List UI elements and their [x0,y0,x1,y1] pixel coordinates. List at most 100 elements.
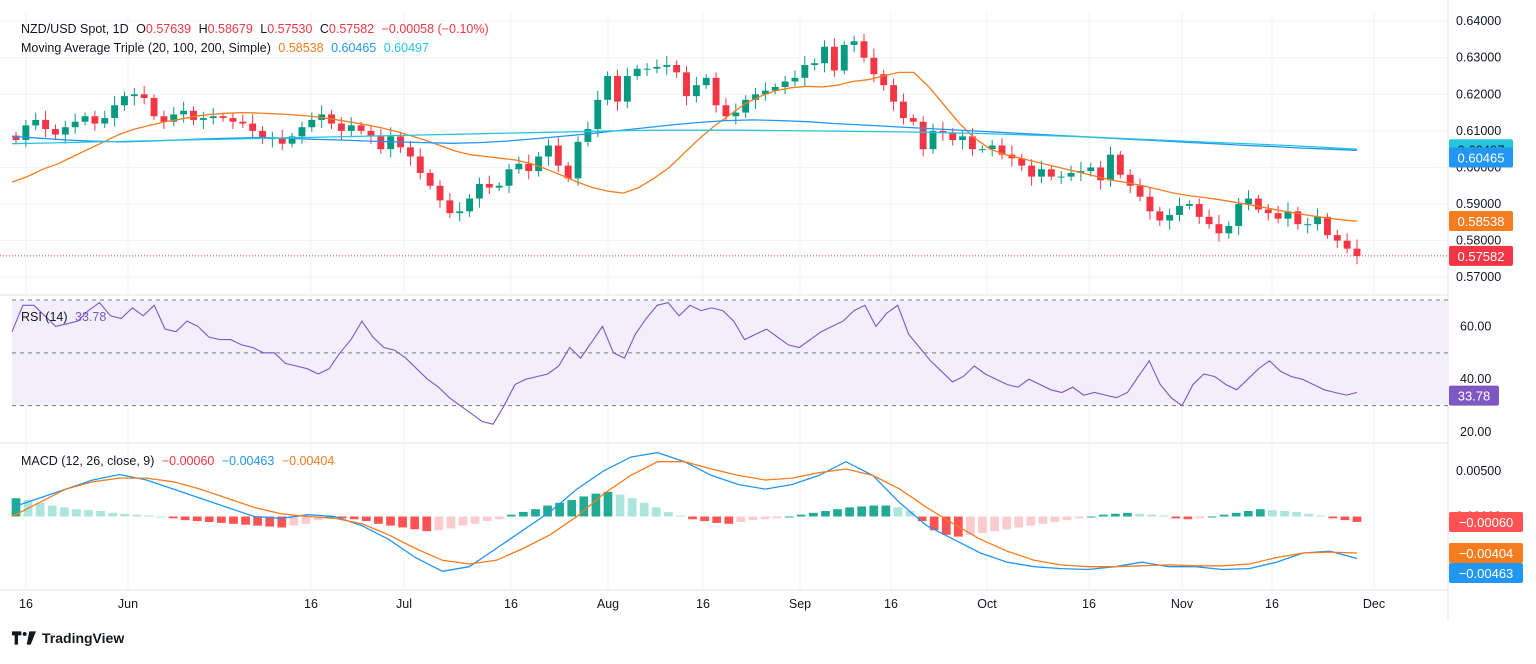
candle-body [298,127,306,137]
candle-body [456,211,464,214]
macd-hist-bar [893,507,903,517]
price-tick-label: 0.59000 [1456,197,1501,211]
macd-signal-value: −0.00404 [281,454,335,468]
macd-hist-bar [458,516,468,526]
macd-hist-bar [1340,516,1350,521]
ma-label[interactable]: Moving Average Triple (20, 100, 200, Sim… [21,41,271,55]
ma100-price-badge [1449,147,1513,168]
candle-body [1294,211,1302,225]
macd-hist-bar [1256,509,1265,517]
macd-hist-bar [96,511,105,517]
candle-body [1274,213,1282,219]
macd-hist-bar [1002,516,1011,530]
candle-body [288,136,296,144]
macd-hist-bar [132,514,142,517]
macd-hist-bar [1086,516,1096,518]
candle-body [1343,240,1351,249]
macd-hist-bar [494,516,504,520]
rsi-tick-label: 40.00 [1460,372,1491,386]
macd-hist-bar [1304,513,1314,517]
macd-hist-bar [1195,516,1205,519]
macd-hist-bar [1159,515,1169,517]
candle-body [160,116,168,122]
macd-hist-bar [180,516,190,521]
candle-body [821,46,828,64]
macd-line-badge [1449,563,1523,584]
macd-hist-bar [108,512,117,517]
candle-body [623,76,631,102]
candle-body [1047,169,1055,177]
macd-hist-bar [325,516,335,518]
macd-hist-bar [506,514,516,517]
macd-pane[interactable] [11,451,1362,572]
symbol-label[interactable]: NZD/USD Spot, 1D [21,22,129,36]
rsi-tick-label: 60.00 [1460,319,1491,333]
macd-hist-bar [1026,516,1036,526]
rsi-label[interactable]: RSI (14) [21,310,68,324]
candle-body [1038,169,1045,177]
macd-hist-bar [434,516,444,531]
time-tick-label: Aug [597,597,619,611]
macd-hist-bar [1207,516,1217,518]
macd-hist-bar [337,516,347,519]
macd-hist-bar [1111,513,1120,517]
macd-line [11,451,1358,572]
macd-hist-bar [1123,512,1132,517]
time-tick-label: Nov [1171,597,1194,611]
macd-hist-badge-text: −0.00060 [1459,515,1514,530]
candle-body [811,63,819,66]
macd-hist-bar [1292,511,1301,517]
candle-body [663,65,671,67]
candle-body [1235,204,1243,226]
high-value: H0.58679 [198,22,253,36]
candle-body [1225,225,1233,234]
time-tick-label: 16 [696,597,710,611]
candle-body [890,85,898,102]
time-tick-label: 16 [504,597,518,611]
macd-hist-bar [676,515,685,517]
time-axis[interactable]: 16 Jun 16 Jul 16 Aug 16 Sep 16 Oct 16 Nov 16 Dec [19,597,1385,611]
macd-hist-bar [84,510,93,517]
macd-hist-bar [833,509,842,517]
candle-body [949,132,957,141]
tradingview-brand[interactable]: TradingView [12,630,124,646]
macd-line-value: −0.00463 [221,454,275,468]
candle-body [150,97,158,117]
macd-hist-bar [1328,516,1338,519]
macd-hist-bar [724,516,734,524]
macd-hist-bar [917,516,927,522]
candle-body [1136,185,1144,197]
candle-body [594,99,602,130]
rsi-pane[interactable] [11,299,1448,425]
macd-hist-bar [144,515,154,517]
candle-body [199,118,207,120]
candle-body [1087,167,1095,172]
candle-body [1097,167,1105,181]
candle-body [1314,216,1322,225]
macd-hist-bar [35,502,45,517]
macd-label[interactable]: MACD (12, 26, close, 9) [21,454,155,468]
macd-hist-bar [410,516,420,530]
price-axis[interactable]: 0.640000.630000.620000.610000.600000.590… [1449,14,1523,584]
candle-body [495,185,503,188]
candle-body [939,130,947,133]
candle-body [485,183,493,188]
price-pane[interactable] [0,33,1448,265]
macd-hist-bar [796,514,806,517]
macd-hist-bar [349,516,359,520]
time-tick-label: 16 [1265,597,1279,611]
candle-body [742,99,750,113]
candle-body [1254,198,1262,210]
macd-hist-bar [990,516,999,532]
macd-hist-bar [1147,514,1156,517]
macd-hist-bar [1062,516,1072,521]
candle-body [781,81,789,87]
candle-body [446,200,454,214]
candle-body [919,121,927,150]
ma20-value: 0.58538 [278,41,324,55]
candle-body [564,165,572,179]
candle-body [830,46,838,71]
macd-line-badge-text: −0.00463 [1459,566,1514,581]
